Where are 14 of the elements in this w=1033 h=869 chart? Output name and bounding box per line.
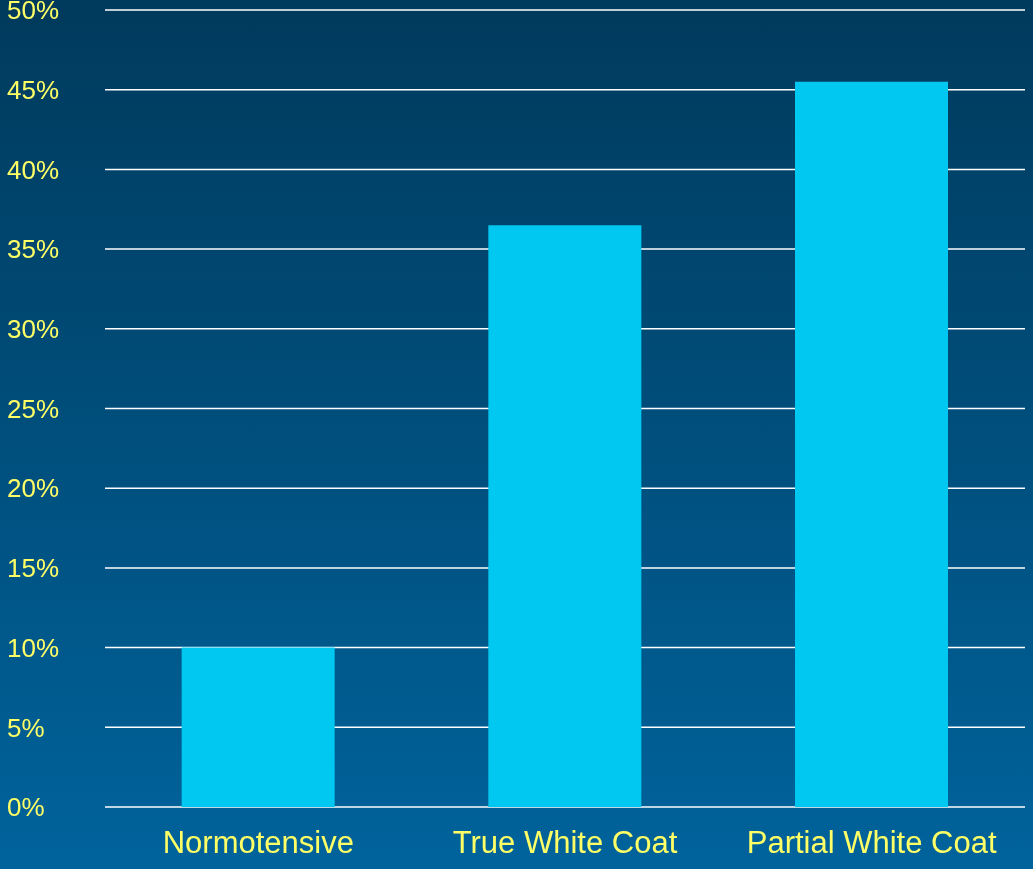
- y-tick-label: 10%: [7, 632, 60, 663]
- y-tick-label: 15%: [7, 553, 60, 584]
- x-tick-label: Partial White Coat: [746, 825, 997, 861]
- y-tick-label: 40%: [7, 154, 60, 185]
- y-tick-label: 50%: [7, 0, 60, 26]
- x-tick-label: True White Coat: [452, 825, 678, 861]
- y-tick-label: 25%: [7, 393, 60, 424]
- y-tick-label: 30%: [7, 314, 60, 345]
- y-tick-label: 20%: [7, 473, 60, 504]
- y-tick-label: 35%: [7, 234, 60, 265]
- y-tick-label: 45%: [7, 74, 60, 105]
- y-tick-label: 0%: [7, 792, 45, 823]
- x-tick-label: Normotensive: [162, 825, 354, 861]
- y-tick-label: 5%: [7, 712, 45, 743]
